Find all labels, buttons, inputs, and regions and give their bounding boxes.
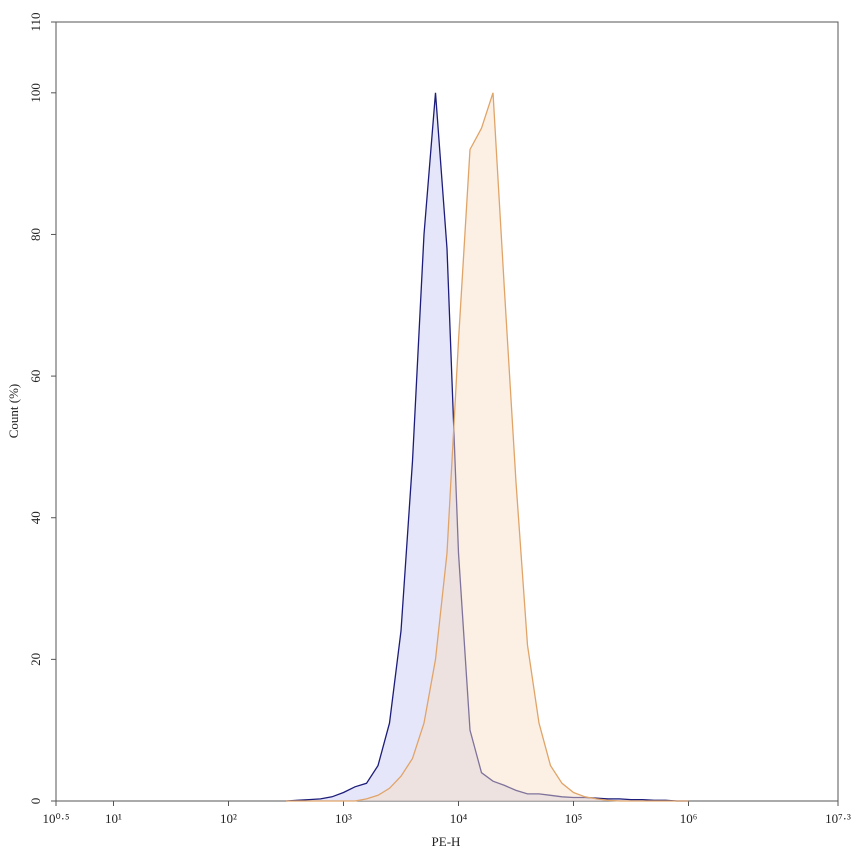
- x-tick-label: 10¹: [105, 811, 122, 826]
- y-tick-label: 100: [28, 83, 43, 103]
- x-tick-label: 10⁰·⁵: [42, 811, 69, 826]
- x-tick-label: 10⁴: [450, 811, 468, 826]
- x-tick-label: 10⁵: [565, 811, 583, 826]
- y-axis-label: Count (%): [6, 384, 21, 439]
- y-tick-label: 20: [28, 653, 43, 666]
- y-tick-label: 110: [28, 12, 43, 31]
- y-tick-label: 0: [28, 798, 43, 805]
- x-axis-label: PE-H: [432, 834, 461, 849]
- x-tick-label: 10⁶: [680, 811, 698, 826]
- y-tick-label: 60: [28, 370, 43, 383]
- area: [285, 92, 689, 802]
- line: [285, 92, 689, 802]
- y-tick-label: 40: [28, 511, 43, 524]
- line: [286, 92, 689, 802]
- y-tick-label: 80: [28, 228, 43, 241]
- plot-frame: [55, 21, 839, 802]
- x-tick-label: 10²: [220, 811, 237, 826]
- x-tick-label: 10³: [335, 811, 352, 826]
- x-tick-label: 10⁷·³: [825, 811, 851, 826]
